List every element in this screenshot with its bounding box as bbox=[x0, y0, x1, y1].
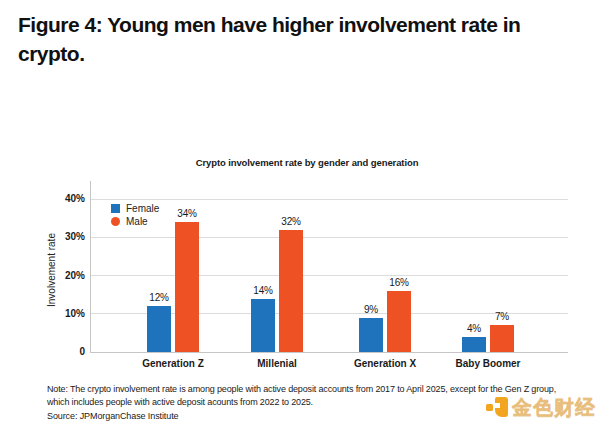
jinse-finance-icon bbox=[486, 396, 508, 418]
gridline-20 bbox=[91, 275, 568, 276]
y-tick-label-30: 30% bbox=[38, 231, 85, 242]
legend-label-female: Female bbox=[126, 203, 159, 214]
note-line1: Note: The crypto involvement rate is amo… bbox=[47, 383, 556, 396]
plot-area: FemaleMale 12%14%9%4%34%32%16%7%Generati… bbox=[90, 181, 568, 353]
y-tick-label-40: 40% bbox=[38, 193, 85, 204]
bar-female-1 bbox=[251, 299, 275, 352]
bar-value-label-male-1: 32% bbox=[271, 216, 311, 227]
y-tick-label-20: 20% bbox=[38, 270, 85, 281]
category-label-0: Generation Z bbox=[118, 358, 228, 369]
bar-value-label-male-0: 34% bbox=[167, 208, 207, 219]
bar-value-label-female-2: 9% bbox=[351, 304, 391, 315]
category-label-2: Generation X bbox=[330, 358, 440, 369]
y-tick-label-10: 10% bbox=[38, 308, 85, 319]
bar-female-0 bbox=[147, 306, 171, 352]
gridline-40 bbox=[91, 199, 568, 200]
gridline-30 bbox=[91, 237, 568, 238]
legend-label-male: Male bbox=[126, 216, 148, 227]
chart-title: Crypto involvement rate by gender and ge… bbox=[107, 157, 507, 168]
bar-value-label-male-2: 16% bbox=[379, 277, 419, 288]
bar-female-3 bbox=[462, 337, 486, 352]
bar-male-0 bbox=[175, 222, 199, 352]
bar-value-label-female-1: 14% bbox=[243, 285, 283, 296]
bar-value-label-female-0: 12% bbox=[139, 292, 179, 303]
bar-chart: Crypto involvement rate by gender and ge… bbox=[0, 150, 600, 380]
legend-row-male: Male bbox=[111, 215, 159, 228]
legend-marker-male bbox=[111, 217, 120, 226]
legend-row-female: Female bbox=[111, 202, 159, 215]
bar-value-label-female-3: 4% bbox=[454, 323, 494, 334]
figure-title: Figure 4: Young men have higher involvem… bbox=[18, 10, 596, 68]
figure-title-line1: Figure 4: Young men have higher involvem… bbox=[18, 10, 596, 39]
note-line2: which includes people with active deposi… bbox=[47, 396, 556, 409]
bar-value-label-male-3: 7% bbox=[482, 311, 522, 322]
bar-female-2 bbox=[359, 318, 383, 352]
watermark-text: 金色财经 bbox=[512, 396, 596, 418]
bar-male-3 bbox=[490, 325, 514, 352]
note-text: Note: The crypto involvement rate is amo… bbox=[47, 383, 556, 408]
legend-marker-female bbox=[111, 204, 120, 213]
chart-legend: Female Male bbox=[111, 202, 159, 228]
figure-title-line2: crypto. bbox=[18, 39, 596, 68]
category-label-1: Millenial bbox=[222, 358, 332, 369]
category-label-3: Baby Boomer bbox=[433, 358, 543, 369]
bar-male-2 bbox=[387, 291, 411, 352]
y-tick-label-0: 0 bbox=[38, 346, 85, 357]
watermark-logo: 金色财经 bbox=[486, 396, 598, 420]
source-text: Source: JPMorganChase Institute bbox=[47, 411, 178, 421]
bar-male-1 bbox=[279, 230, 303, 352]
